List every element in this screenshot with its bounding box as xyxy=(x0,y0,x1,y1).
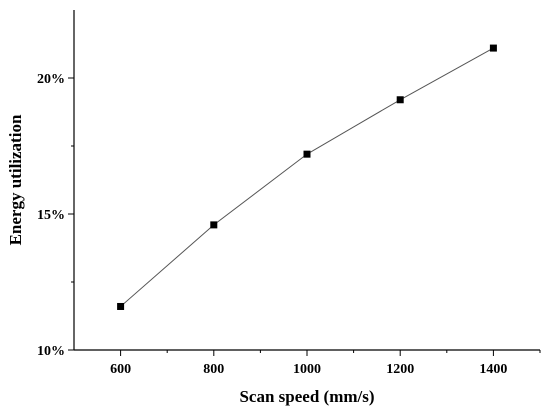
y-tick-label: 20% xyxy=(37,72,65,87)
y-tick-label: 10% xyxy=(37,344,65,359)
x-tick-label: 600 xyxy=(110,362,131,377)
data-point-marker xyxy=(117,302,125,310)
y-axis-title: Energy utilization xyxy=(6,114,25,245)
x-axis-title: Scan speed (mm/s) xyxy=(239,387,374,406)
x-tick-label: 800 xyxy=(203,362,224,377)
data-point-marker xyxy=(396,96,404,104)
series-line xyxy=(120,47,494,307)
data-point-marker xyxy=(210,221,218,229)
data-point-marker xyxy=(489,44,497,52)
x-ticks: 600 800 1000 1200 1400 xyxy=(110,350,541,377)
y-tick-label: 15% xyxy=(37,208,65,223)
x-tick-label: 1200 xyxy=(386,362,414,377)
x-tick-label: 1000 xyxy=(293,362,321,377)
x-tick-label: 1400 xyxy=(479,362,507,377)
data-point-marker xyxy=(303,150,311,158)
plot-area xyxy=(117,44,497,310)
y-ticks: 10% 15% 20% xyxy=(37,72,74,359)
